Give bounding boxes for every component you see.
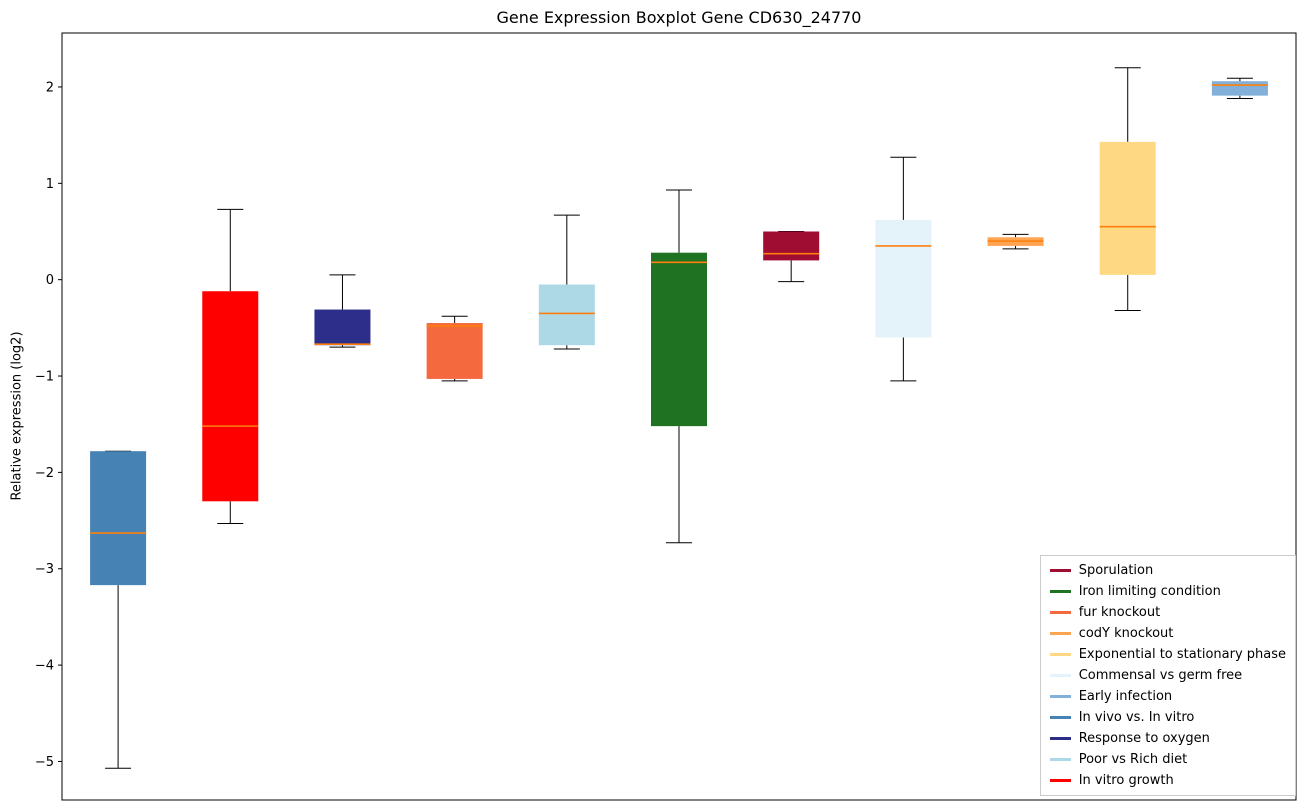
box — [1099, 141, 1156, 275]
y-tick-label: −5 — [35, 755, 54, 770]
y-tick-label: −4 — [35, 659, 54, 674]
box — [314, 309, 371, 346]
legend-item: In vitro growth — [1049, 770, 1286, 791]
legend-swatch — [1049, 569, 1071, 572]
legend-item: Response to oxygen — [1049, 728, 1286, 749]
y-tick-label: 0 — [46, 273, 54, 288]
legend-swatch — [1049, 632, 1071, 635]
legend-swatch — [1049, 590, 1071, 593]
legend-item: Sporulation — [1049, 560, 1286, 581]
legend-swatch — [1049, 716, 1071, 719]
legend-swatch — [1049, 695, 1071, 698]
legend-label: codY knockout — [1078, 626, 1174, 641]
box — [763, 231, 820, 261]
box — [202, 291, 259, 502]
box — [538, 284, 595, 346]
legend-item: Early infection — [1049, 686, 1286, 707]
legend-swatch — [1049, 674, 1071, 677]
legend-label: Poor vs Rich diet — [1078, 752, 1188, 767]
legend-label: In vivo vs. In vitro — [1078, 710, 1195, 725]
legend-item: Poor vs Rich diet — [1049, 749, 1286, 770]
box — [875, 219, 932, 338]
legend-swatch — [1049, 779, 1071, 782]
legend-label: Sporulation — [1078, 563, 1154, 578]
legend-item: Commensal vs germ free — [1049, 665, 1286, 686]
legend-label: Response to oxygen — [1078, 731, 1210, 746]
y-tick-label: 2 — [46, 80, 54, 95]
box — [651, 252, 707, 427]
legend-item: codY knockout — [1049, 623, 1286, 644]
y-tick-label: −2 — [35, 466, 54, 481]
chart-title: Gene Expression Boxplot Gene CD630_24770 — [496, 8, 862, 27]
legend-item: Iron limiting condition — [1049, 581, 1286, 602]
legend-swatch — [1049, 611, 1071, 614]
y-tick-label: −3 — [35, 562, 54, 577]
box — [90, 451, 147, 586]
legend-swatch — [1049, 737, 1071, 740]
legend-swatch — [1049, 653, 1071, 656]
legend-label: Iron limiting condition — [1078, 584, 1221, 599]
y-tick-label: −1 — [35, 370, 54, 385]
legend-item: fur knockout — [1049, 602, 1286, 623]
box — [426, 323, 483, 379]
legend-label: Commensal vs germ free — [1078, 668, 1243, 683]
box — [1211, 81, 1268, 96]
legend-item: Exponential to stationary phase — [1049, 644, 1286, 665]
legend-swatch — [1049, 758, 1071, 761]
legend-label: fur knockout — [1078, 605, 1161, 620]
legend-label: Exponential to stationary phase — [1078, 647, 1286, 662]
y-tick-label: 1 — [46, 177, 54, 192]
legend-item: In vivo vs. In vitro — [1049, 707, 1286, 728]
legend-label: Early infection — [1078, 689, 1173, 704]
legend: Sporulation Iron limiting condition fur kn… — [1039, 555, 1296, 796]
legend-label: In vitro growth — [1078, 773, 1174, 788]
